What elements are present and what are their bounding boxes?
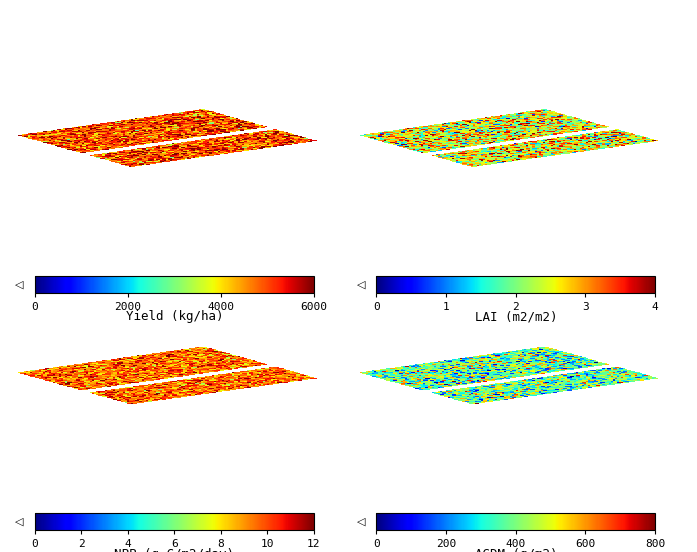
Text: ◁: ◁ (15, 517, 24, 527)
Text: Yield (kg/ha): Yield (kg/ha) (125, 310, 223, 323)
Text: ◁: ◁ (357, 279, 365, 289)
Text: ◁: ◁ (357, 517, 365, 527)
Text: LAI (m2/m2): LAI (m2/m2) (475, 310, 557, 323)
Text: AGDM (g/m2): AGDM (g/m2) (475, 548, 557, 552)
Text: NPP (g C/m2/day): NPP (g C/m2/day) (114, 548, 234, 552)
Text: ◁: ◁ (15, 279, 24, 289)
